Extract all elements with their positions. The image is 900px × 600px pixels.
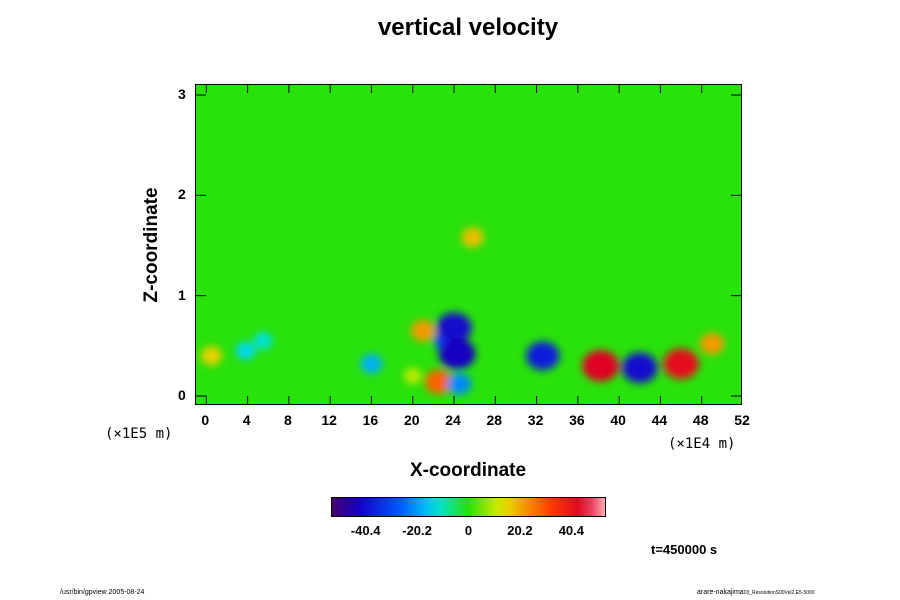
velocity-feature-4 bbox=[403, 367, 422, 385]
footer-command: /usr/bin/gpview 2005-08-24 bbox=[60, 589, 145, 596]
velocity-feature-14 bbox=[622, 352, 658, 384]
x-tick-label-24: 24 bbox=[445, 412, 461, 428]
x-tick-label-48: 48 bbox=[692, 412, 709, 428]
y-axis-label: Z-coordinate bbox=[141, 187, 162, 303]
x-tick-label-0: 0 bbox=[201, 412, 210, 428]
footer-credit-sub: 03_ResolutionS00Vel2.E5-5000 bbox=[743, 590, 815, 596]
x-axis-label: X-coordinate bbox=[409, 460, 527, 481]
x-tick-label-20: 20 bbox=[403, 412, 420, 428]
velocity-feature-15 bbox=[663, 348, 699, 380]
time-label: t=450000 s bbox=[651, 542, 718, 557]
velocity-feature-5 bbox=[410, 319, 436, 342]
x-tick-label-52: 52 bbox=[734, 412, 750, 428]
y-tick-label-0: 0 bbox=[178, 386, 186, 403]
x-tick-label-4: 4 bbox=[242, 412, 251, 428]
velocity-feature-10 bbox=[447, 373, 472, 395]
x-tick-label-44: 44 bbox=[651, 412, 668, 428]
x-tick-label-8: 8 bbox=[283, 412, 292, 428]
x-unit-label: (×1E4 m) bbox=[668, 436, 736, 452]
y-tick-label-3: 3 bbox=[178, 86, 186, 103]
plot-area bbox=[195, 84, 742, 405]
velocity-feature-13 bbox=[582, 350, 619, 382]
colorbar-tick-label-4: 40.4 bbox=[558, 523, 585, 538]
velocity-feature-1 bbox=[235, 341, 256, 360]
footer-credit: arare-nakajima03_ResolutionS00Vel2.E5-50… bbox=[697, 589, 815, 596]
x-tick-label-12: 12 bbox=[321, 412, 337, 428]
x-tick-label-28: 28 bbox=[486, 412, 503, 428]
y-tick-label-1: 1 bbox=[178, 286, 186, 303]
velocity-field bbox=[196, 85, 741, 404]
x-tick-label-16: 16 bbox=[362, 412, 379, 428]
velocity-feature-12 bbox=[526, 341, 560, 371]
velocity-feature-3 bbox=[360, 353, 383, 374]
colorbar bbox=[331, 497, 606, 517]
velocity-feature-9 bbox=[438, 338, 476, 370]
velocity-feature-2 bbox=[253, 332, 273, 350]
velocity-feature-8 bbox=[436, 312, 472, 343]
y-tick-label-2: 2 bbox=[178, 186, 186, 203]
colorbar-tick-label-0: -40.4 bbox=[350, 523, 381, 538]
colorbar-tick-label-3: 20.2 bbox=[507, 523, 533, 538]
velocity-feature-16 bbox=[699, 332, 725, 355]
colorbar-tick-label-1: -20.2 bbox=[402, 523, 432, 538]
velocity-feature-0 bbox=[201, 346, 222, 366]
y-unit-label: (×1E5 m) bbox=[105, 426, 173, 442]
colorbar-tick-label-2: 0 bbox=[464, 523, 473, 538]
x-tick-label-36: 36 bbox=[569, 412, 585, 428]
footer-credit-main: arare-nakajima bbox=[697, 589, 744, 596]
x-tick-label-40: 40 bbox=[610, 412, 626, 428]
x-tick-label-32: 32 bbox=[527, 412, 544, 428]
velocity-feature-6 bbox=[424, 369, 453, 395]
velocity-feature-11 bbox=[461, 227, 484, 248]
chart-title: vertical velocity bbox=[377, 14, 559, 41]
